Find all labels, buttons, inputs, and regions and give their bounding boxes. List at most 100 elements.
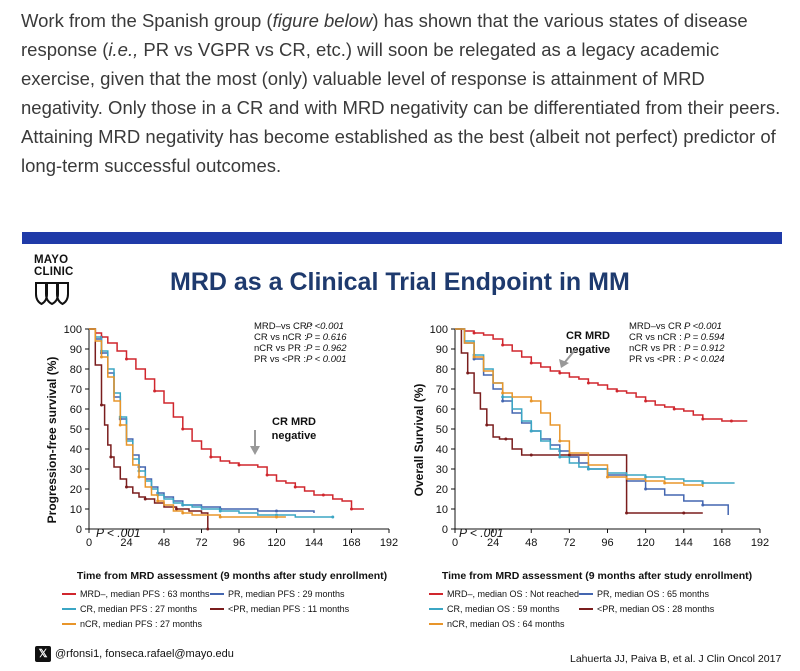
os-stat-value: P <0.001 [684, 321, 722, 332]
footer-handle: 𝕏 @rfonsi1, fonseca.rafael@mayo.edu [35, 646, 234, 662]
pfs-y-tick-label: 70 [70, 384, 82, 396]
pfs-annotation-line1: CR MRD [272, 416, 316, 428]
os-series-line-2 [455, 328, 703, 514]
os-x-tick-label: 192 [751, 537, 769, 549]
os-censor-mark [558, 371, 562, 375]
pfs-censor-mark [175, 507, 178, 511]
pfs-censor-mark [153, 389, 157, 393]
os-annotation-arrow [564, 349, 576, 363]
os-legend-label: MRD–, median OS : Not reached [447, 589, 579, 599]
os-censor-mark [501, 391, 505, 395]
pfs-stat-label: PR vs <PR : [254, 354, 306, 365]
pfs-stat-label: nCR vs PR : [254, 343, 306, 354]
pfs-x-tick-label: 72 [195, 537, 207, 549]
pfs-x-tick-label: 168 [342, 537, 360, 549]
os-censor-mark [701, 481, 705, 485]
os-censor-mark [586, 381, 590, 385]
pfs-censor-mark [237, 463, 241, 467]
os-x-axis-title: Time from MRD assessment (9 months after… [442, 570, 752, 582]
os-censor-mark [466, 371, 470, 375]
os-annotation-line1: CR MRD [566, 330, 610, 342]
pfs-y-axis-title: Progression-free survival (%) [45, 357, 59, 524]
pfs-censor-mark [100, 403, 103, 407]
slide-image: MAYO CLINIC MRD as a Clinical Trial Endp… [22, 232, 782, 671]
pfs-y-tick-label: 40 [70, 444, 82, 456]
pfs-annotation-arrowhead [250, 446, 260, 455]
os-x-tick-label: 120 [636, 537, 654, 549]
os-y-tick-label: 10 [436, 504, 448, 516]
pfs-legend-label: MRD–, median PFS : 63 months [80, 589, 210, 599]
os-censor-mark [529, 429, 533, 433]
pfs-legend-label: nCR, median PFS : 27 months [80, 619, 203, 629]
os-y-axis-title: Overall Survival (%) [412, 384, 426, 497]
pfs-censor-mark [156, 499, 160, 503]
os-chart: Overall Survival (%) Time from MRD asses… [412, 321, 769, 629]
pfs-censor-mark [143, 497, 147, 501]
os-x-tick-label: 0 [452, 537, 458, 549]
os-y-tick-label: 60 [436, 404, 448, 416]
pfs-legend-label: CR, median PFS : 27 months [80, 604, 198, 614]
os-x-tick-label: 24 [487, 537, 499, 549]
pfs-x-tick-label: 24 [120, 537, 132, 549]
pfs-annotation-line2: negative [272, 430, 317, 442]
slide-top-bar [22, 232, 782, 244]
mayo-clinic-logo: MAYO CLINIC [34, 254, 84, 306]
pfs-censor-mark [350, 507, 353, 511]
pfs-legend-label: PR, median PFS : 29 months [228, 589, 345, 599]
os-y-tick-label: 0 [442, 524, 448, 536]
os-censor-mark [504, 437, 508, 441]
pfs-censor-mark [206, 527, 210, 531]
pfs-censor-mark [181, 427, 185, 431]
os-y-tick-label: 40 [436, 444, 448, 456]
pfs-censor-mark [125, 357, 128, 361]
os-legend-label: nCR, median OS : 64 months [447, 619, 565, 629]
logo-line-2: CLINIC [34, 266, 74, 278]
os-censor-mark [682, 511, 686, 515]
pfs-series-line-3 [89, 328, 209, 529]
pfs-y-tick-label: 80 [70, 364, 82, 376]
os-legend-label: PR, median OS : 65 months [597, 589, 710, 599]
os-y-tick-label: 80 [436, 364, 448, 376]
os-annotation-line2: negative [566, 344, 611, 356]
os-y-tick-label: 20 [436, 484, 448, 496]
os-stat-label: nCR vs PR : [629, 343, 681, 354]
pfs-censor-mark [137, 475, 141, 479]
pfs-stat-label: MRD–vs CR : [254, 321, 312, 332]
os-censor-mark [567, 453, 571, 457]
pfs-y-tick-label: 100 [64, 324, 82, 336]
os-stat-label: CR vs nCR : [629, 332, 682, 343]
os-x-tick-label: 168 [713, 537, 731, 549]
pfs-y-tick-label: 60 [70, 404, 82, 416]
os-censor-mark [558, 455, 562, 459]
pfs-censor-mark [125, 485, 128, 489]
pfs-series-line-4 [89, 328, 286, 518]
pfs-censor-mark [293, 485, 297, 489]
pfs-x-axis-title: Time from MRD assessment (9 months after… [77, 570, 387, 582]
os-censor-mark [529, 399, 533, 403]
pfs-censor-mark [218, 509, 222, 513]
article-paragraph: Work from the Spanish group (figure belo… [21, 6, 786, 180]
pfs-x-tick-label: 0 [86, 537, 92, 549]
shield-icon [35, 282, 69, 306]
pfs-y-tick-label: 50 [70, 424, 82, 436]
os-censor-mark [558, 439, 562, 443]
os-censor-mark [606, 475, 609, 479]
os-censor-mark [529, 453, 533, 457]
article-text-2: ) has shown that the various states of d… [21, 10, 748, 60]
pfs-censor-mark [265, 473, 269, 477]
pfs-y-tick-label: 0 [76, 524, 82, 536]
os-censor-mark [644, 399, 648, 403]
article-emphasis-1: figure below [272, 10, 373, 31]
pfs-stat-label: CR vs nCR : [254, 332, 307, 343]
os-censor-mark [529, 361, 533, 365]
os-series-line-0 [455, 328, 748, 422]
os-censor-mark [501, 343, 505, 347]
pfs-censor-mark [331, 515, 335, 519]
os-y-tick-label: 30 [436, 464, 448, 476]
pfs-series-line-0 [89, 328, 364, 510]
os-series-line-3 [455, 328, 735, 484]
pfs-censor-mark [118, 423, 122, 427]
os-censor-mark [729, 419, 733, 423]
citation: Lahuerta JJ, Paiva B, et al. J Clin Onco… [570, 653, 782, 665]
pfs-x-tick-label: 48 [158, 537, 170, 549]
